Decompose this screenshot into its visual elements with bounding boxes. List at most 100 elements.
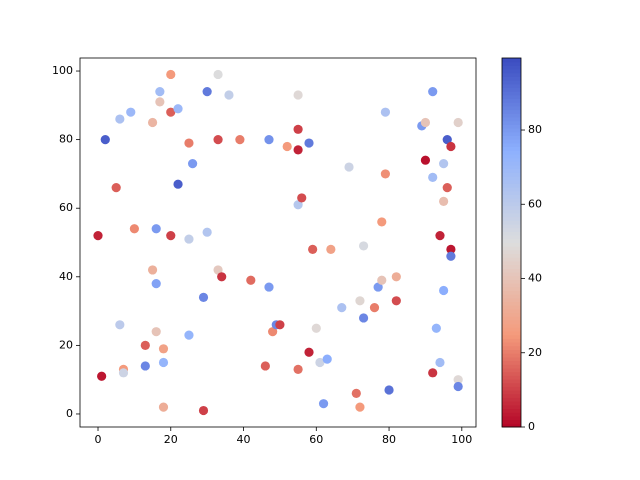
colorbar-slice (502, 423, 521, 428)
point (158, 357, 169, 368)
colorbar-slice (502, 390, 521, 395)
x-tick-label: 40 (237, 433, 251, 446)
colorbar-slice (502, 242, 521, 247)
colorbar-slice (502, 305, 521, 310)
point (428, 172, 438, 182)
colorbar-slice (502, 338, 521, 343)
point (115, 320, 125, 330)
colorbar-slice (502, 316, 521, 321)
y-tick-label: 0 (66, 407, 73, 420)
y-tick-label: 80 (59, 133, 73, 146)
point (147, 265, 158, 275)
colorbar-slice (502, 157, 521, 162)
colorbar-slice (502, 61, 521, 66)
colorbar-slice (502, 379, 521, 384)
point (311, 323, 321, 333)
point (202, 87, 212, 97)
point (431, 323, 441, 333)
point (264, 282, 274, 292)
colorbar-slice (502, 113, 521, 118)
y-tick-label: 100 (52, 64, 73, 77)
colorbar-slice (502, 87, 521, 92)
colorbar-slice (502, 235, 521, 240)
colorbar-slice (502, 412, 521, 417)
colorbar-slice (502, 294, 521, 299)
point (158, 344, 169, 354)
point (377, 275, 387, 285)
point (166, 107, 176, 117)
colorbar-tick-label: 0 (528, 420, 535, 433)
point (428, 87, 438, 97)
colorbar-tick-label: 80 (528, 123, 542, 136)
point (129, 224, 139, 234)
x-tick-label: 60 (309, 433, 323, 446)
point (126, 107, 136, 117)
colorbar-slice (502, 65, 521, 70)
colorbar-slice (502, 102, 521, 107)
point (97, 371, 107, 381)
colorbar-slice (502, 165, 521, 170)
point (355, 402, 365, 412)
point (173, 179, 183, 189)
colorbar-slice (502, 98, 521, 103)
colorbar-slice (502, 290, 521, 295)
point (184, 138, 194, 148)
colorbar-slice (502, 393, 521, 398)
colorbar-slice (502, 345, 521, 351)
point (184, 330, 194, 340)
colorbar-slice (502, 91, 521, 96)
point (187, 159, 198, 169)
colorbar-slice (502, 128, 521, 133)
colorbar-slice (502, 227, 521, 232)
colorbar-slice (502, 183, 521, 188)
point (380, 169, 391, 179)
point (264, 135, 274, 145)
colorbar-slice (502, 124, 521, 129)
colorbar-tick-label: 20 (528, 346, 542, 359)
point (453, 381, 463, 392)
point (118, 368, 129, 378)
point (217, 272, 227, 282)
colorbar-slice (502, 209, 521, 214)
colorbar-slice (502, 386, 521, 391)
colorbar-slice (502, 327, 521, 332)
colorbar-slice (502, 176, 521, 181)
colorbar-slice (502, 146, 521, 151)
y-tick-label: 20 (59, 338, 73, 351)
colorbar-slice (502, 205, 521, 210)
point (304, 138, 314, 148)
y-tick-label: 40 (59, 270, 73, 283)
colorbar-slice (502, 408, 521, 413)
point (435, 357, 445, 368)
point (198, 292, 209, 302)
point (446, 141, 456, 152)
colorbar-slice (502, 161, 521, 166)
point (246, 275, 256, 285)
point (293, 90, 303, 100)
point (275, 320, 285, 330)
colorbar-slice (502, 382, 521, 387)
colorbar-slice (502, 220, 521, 225)
point (297, 193, 307, 203)
point (140, 361, 150, 371)
colorbar-slice (502, 334, 521, 339)
point (439, 159, 449, 169)
point (93, 231, 103, 241)
point (166, 231, 176, 241)
colorbar-slice (502, 349, 521, 354)
point (358, 313, 369, 323)
point (428, 368, 438, 378)
point (369, 303, 380, 313)
point (442, 183, 452, 193)
colorbar-slice (502, 268, 521, 273)
colorbar-slice (502, 279, 521, 284)
point (442, 135, 452, 145)
colorbar-slice (502, 404, 521, 410)
point (391, 296, 401, 306)
colorbar-slice (502, 83, 521, 89)
point (420, 155, 431, 165)
point (155, 87, 165, 97)
point (111, 183, 121, 193)
point (439, 285, 449, 296)
colorbar-slice (502, 231, 521, 236)
